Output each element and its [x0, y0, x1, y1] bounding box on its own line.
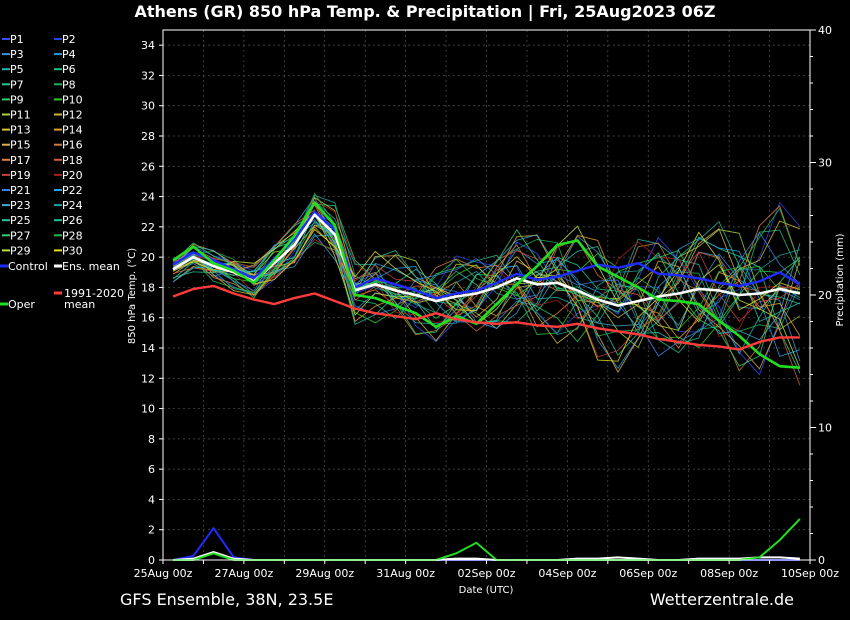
- member-line-p27: [172, 210, 801, 367]
- legend-label-p18: P18: [62, 154, 83, 167]
- x-tick-label: 02Sep 00z: [458, 567, 516, 580]
- y-tick-label: 4: [148, 493, 155, 506]
- legend-label-oper: Oper: [8, 298, 35, 311]
- legend-label-p1: P1: [10, 33, 24, 46]
- y-tick-label: 8: [148, 433, 155, 446]
- y2-tick-label: 40: [818, 24, 832, 37]
- y2-tick-label: 20: [818, 289, 832, 302]
- legend-label-p16: P16: [62, 139, 83, 152]
- legend-label-ens-mean: Ens. mean: [62, 260, 120, 273]
- x-tick-label: 06Sep 00z: [619, 567, 677, 580]
- x-tick-label: 04Sep 00z: [538, 567, 596, 580]
- y2-axis-label: Precipitation (mm): [835, 233, 846, 326]
- x-axis-label: Date (UTC): [459, 585, 514, 596]
- y-tick-label: 16: [141, 312, 155, 325]
- legend-label-p15: P15: [10, 139, 31, 152]
- series-line-1991-2020-mean: [172, 284, 800, 351]
- y2-tick-label: 0: [818, 554, 825, 567]
- legend-label-p11: P11: [10, 109, 31, 122]
- legend-label-p25: P25: [10, 214, 31, 227]
- y-tick-label: 24: [141, 191, 155, 204]
- y-tick-label: 26: [141, 160, 155, 173]
- legend-label-p24: P24: [62, 199, 83, 212]
- legend: P1 P2 P3 P4 P5 P6 P7 P8 P9 P10 P11 P12 P13 P14 P15 P16 P…: [0, 33, 124, 311]
- legend-label-p4: P4: [62, 48, 76, 61]
- legend-label-p17: P17: [10, 154, 31, 167]
- legend-label-control: Control: [8, 260, 48, 273]
- legend-label-p28: P28: [62, 229, 83, 242]
- legend-label-p6: P6: [62, 63, 76, 76]
- y-tick-label: 12: [141, 372, 155, 385]
- legend-label-p22: P22: [62, 184, 83, 197]
- legend-label-p30: P30: [62, 244, 83, 257]
- legend-label-p14: P14: [62, 124, 83, 137]
- member-line-p22: [172, 222, 801, 358]
- legend-label-climate-mean: mean: [64, 298, 95, 311]
- x-tick-label: 31Aug 00z: [376, 567, 435, 580]
- footer-source: GFS Ensemble, 38N, 23.5E: [120, 590, 333, 609]
- legend-label-p29: P29: [10, 244, 31, 257]
- member-line-p30: [172, 228, 801, 362]
- footer-site: Wetterzentrale.de: [650, 590, 794, 609]
- legend-label-p9: P9: [10, 93, 24, 106]
- y2-tick-label: 30: [818, 157, 832, 170]
- y-tick-label: 0: [148, 554, 155, 567]
- legend-label-p23: P23: [10, 199, 31, 212]
- legend-label-p7: P7: [10, 78, 24, 91]
- y-tick-label: 34: [141, 39, 155, 52]
- legend-label-p2: P2: [62, 33, 76, 46]
- y-tick-label: 20: [141, 251, 155, 264]
- x-tick-label: 27Aug 00z: [215, 567, 274, 580]
- legend-label-p21: P21: [10, 184, 31, 197]
- legend-label-p10: P10: [62, 93, 83, 106]
- legend-label-p13: P13: [10, 124, 31, 137]
- x-tick-label: 29Aug 00z: [295, 567, 354, 580]
- y-tick-label: 18: [141, 281, 155, 294]
- y-tick-label: 2: [148, 524, 155, 537]
- legend-label-p26: P26: [62, 214, 83, 227]
- legend-label-p12: P12: [62, 109, 83, 122]
- legend-label-p8: P8: [62, 78, 76, 91]
- y-tick-label: 22: [141, 221, 155, 234]
- main-series-lines: [172, 201, 801, 369]
- member-line-p28: [173, 192, 801, 335]
- legend-label-p5: P5: [10, 63, 24, 76]
- member-line-p11: [172, 224, 801, 349]
- y2-tick-label: 10: [818, 422, 832, 435]
- legend-label-climate-period: 1991-2020: [64, 287, 124, 300]
- member-line-p23: [172, 234, 801, 341]
- x-tick-label: 25Aug 00z: [134, 567, 193, 580]
- y-tick-label: 30: [141, 100, 155, 113]
- legend-label-p3: P3: [10, 48, 24, 61]
- series-line-ens-mean: [172, 213, 801, 307]
- member-line-p25: [172, 214, 801, 345]
- y-tick-label: 10: [141, 403, 155, 416]
- y-tick-label: 28: [141, 130, 155, 143]
- y-tick-label: 32: [141, 69, 155, 82]
- series-line-oper: [172, 201, 800, 369]
- legend-label-p27: P27: [10, 229, 31, 242]
- chart-title: Athens (GR) 850 hPa Temp. & Precipitatio…: [134, 2, 715, 22]
- legend-label-p20: P20: [62, 169, 83, 182]
- legend-label-p19: P19: [10, 169, 31, 182]
- y-axis-label: 850 hPa Temp. (°C): [127, 248, 138, 344]
- y-tick-label: 14: [141, 342, 155, 355]
- x-tick-label: 08Sep 00z: [700, 567, 758, 580]
- x-tick-label: 10Sep 00z: [781, 567, 839, 580]
- y-tick-label: 6: [148, 463, 155, 476]
